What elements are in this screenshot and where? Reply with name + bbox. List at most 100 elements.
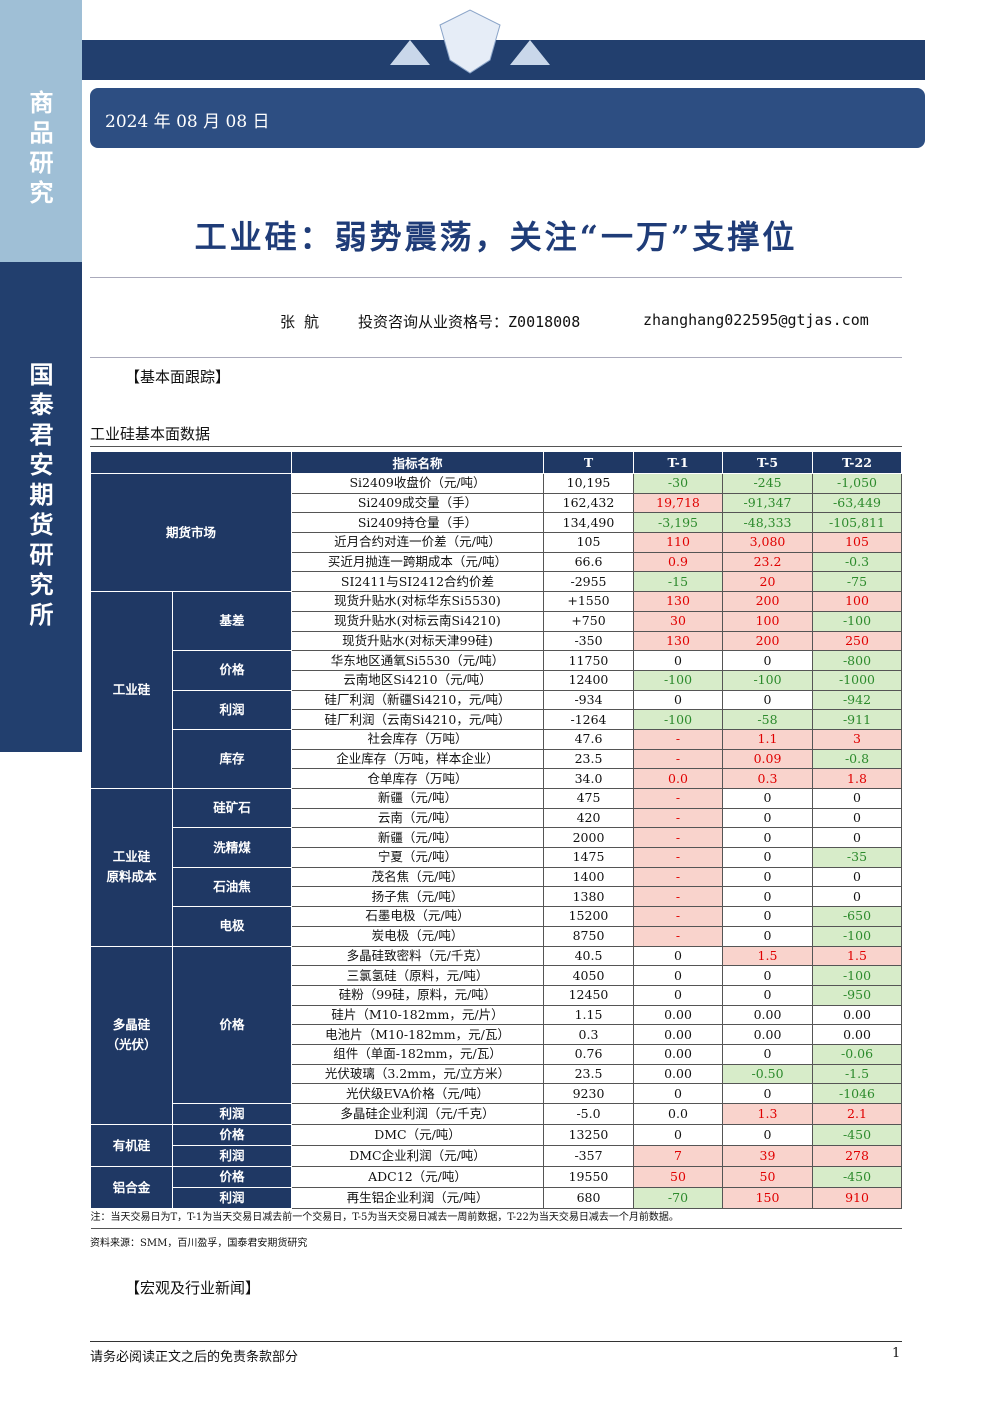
value-cell: 0 (722, 847, 813, 868)
value-cell: -0.8 (812, 748, 902, 770)
group-label: 工业硅 原料成本 (90, 788, 173, 947)
value-cell: -100 (722, 669, 813, 691)
value-cell: 0 (722, 984, 813, 1006)
value-cell: -35 (812, 847, 902, 868)
value-cell: 420 (543, 807, 634, 829)
value-cell: 0 (722, 827, 813, 849)
data-row: 利润 硅厂利润（新疆Si4210，元/吨） -934 0 0 -942 (91, 689, 902, 730)
group-label: 多晶硅 （光伏） (90, 945, 173, 1125)
value-cell: -450 (812, 1124, 902, 1146)
note: 注：当天交易日为T，T-1为当天交易日减去前一个交易日，T-5为当天交易日减去一… (90, 1208, 902, 1229)
value-cell: 0 (722, 1043, 813, 1065)
value-cell: 0.0 (633, 768, 723, 789)
sidebar-bottom-text: 国泰君安期货研究所 (25, 362, 54, 632)
value-cell: 0.00 (633, 1024, 723, 1045)
date-box (90, 88, 925, 148)
indicator-name: 硅粉（99硅，原料，元/吨） (291, 984, 544, 1006)
value-cell: - (633, 906, 723, 927)
value-cell: -30 (633, 473, 723, 494)
rule (90, 446, 902, 447)
value-cell: 12450 (543, 984, 634, 1006)
value-cell: -105,811 (812, 512, 902, 534)
indicator-name: 组件（单面-182mm，元/瓦） (291, 1043, 544, 1065)
value-cell: -350 (543, 630, 634, 652)
value-cell: 0 (633, 984, 723, 1006)
value-cell: 0 (633, 965, 723, 986)
value-cell: 0.00 (722, 1004, 813, 1026)
value-cell: 162,432 (543, 492, 634, 514)
value-cell: 0 (722, 965, 813, 986)
value-cell: -1.5 (812, 1063, 902, 1085)
value-cell: -934 (543, 689, 634, 711)
value-cell: 278 (812, 1145, 902, 1167)
value-cell: -1264 (543, 709, 634, 730)
indicator-name: 现货升贴水(对标天津99硅) (291, 630, 544, 652)
data-row: 买近月抛连一跨期成本（元/吨） 66.6 0.9 23.2 -0.3 (91, 551, 902, 573)
value-cell: - (633, 827, 723, 849)
value-cell: 1.15 (543, 1004, 634, 1026)
indicator-name: ADC12（元/吨） (291, 1166, 544, 1188)
indicator-name: SI2411与SI2412合约价差 (291, 571, 544, 593)
data-row: 有机硅 价格 DMC（元/吨） 13250 0 0 -450 (90, 1124, 902, 1167)
value-cell: 11750 (543, 650, 634, 671)
data-row: 硅片（M10-182mm，元/片） 1.15 0.00 0.00 0.00 (91, 1004, 902, 1026)
subgroup-label: 利润 (172, 1145, 292, 1167)
value-cell: 0.00 (812, 1024, 902, 1045)
indicator-name: 社会库存（万吨） (291, 728, 544, 750)
value-cell: -91,347 (722, 492, 813, 514)
value-cell: -800 (812, 650, 902, 671)
section-heading: 【基本面跟踪】 (125, 368, 231, 386)
value-cell: 23.2 (722, 551, 813, 573)
value-cell: 2000 (543, 827, 634, 849)
value-cell: 200 (722, 630, 813, 652)
value-cell: 130 (633, 591, 723, 612)
value-cell: 0 (722, 807, 813, 829)
value-cell: -357 (543, 1145, 634, 1167)
indicator-name: 硅片（M10-182mm，元/片） (291, 1004, 544, 1026)
value-cell: 0 (633, 650, 723, 671)
data-row: 扬子焦（元/吨） 1380-0 0 (91, 886, 902, 908)
subgroup-label: 利润 (172, 1187, 292, 1209)
date: 2024 年 08 月 08 日 (105, 112, 270, 132)
header-row: 指标名称 T T-1 T-5 T-22 (90, 451, 902, 474)
value-cell: 1.5 (722, 945, 813, 967)
value-cell: - (633, 748, 723, 770)
indicator-name: Si2409持仓量（手） (291, 512, 544, 534)
value-cell: 0 (812, 788, 902, 809)
value-cell: -1,050 (812, 473, 902, 494)
data-row: 仓单库存（万吨） 34.0 0.0 0.3 1.8 (91, 768, 902, 789)
value-cell: 0 (722, 886, 813, 908)
value-cell: 0.76 (543, 1043, 634, 1065)
value-cell: 134,490 (543, 512, 634, 534)
indicator-name: 硅厂利润（云南Si4210，元/吨） (291, 709, 544, 730)
subgroup-label: 利润 (172, 1103, 292, 1125)
rule (90, 1341, 902, 1342)
indicator-name: Si2409收盘价（元/吨） (291, 473, 544, 494)
value-cell: 0 (812, 827, 902, 849)
value-cell: 0 (633, 1124, 723, 1146)
value-cell: 13250 (543, 1124, 634, 1146)
indicator-name: 现货升贴水(对标华东Si5530) (291, 591, 544, 612)
value-cell: -100 (633, 709, 723, 730)
value-cell: 680 (543, 1187, 634, 1209)
data-row: 价格 华东地区通氧Si5530（元/吨） 11750 0 0 -800 (91, 650, 902, 691)
indicator-name: 炭电极（元/吨） (291, 925, 544, 947)
value-cell: 12400 (543, 669, 634, 691)
section-heading: 【宏观及行业新闻】 (125, 1279, 261, 1297)
subgroup-label: 洗精煤 (172, 827, 292, 868)
group-label: 有机硅 (90, 1124, 173, 1167)
header-cell: 指标名称 (291, 451, 544, 474)
data-row: 期货市场 Si2409收盘价（元/吨） 10,195 -30 -245 -1,050 (90, 472, 902, 593)
indicator-name: 三氯氢硅（原料，元/吨） (291, 965, 544, 986)
value-cell: 0 (722, 925, 813, 947)
sidebar-top-text: 商品研究 (25, 90, 54, 210)
indicator-name: 茂名焦（元/吨） (291, 866, 544, 888)
value-cell: - (633, 728, 723, 750)
indicator-name: DMC（元/吨） (291, 1124, 544, 1146)
data-row: 利润 多晶硅企业利润（元/千克） -5.0 0.0 1.3 2.1 (91, 1103, 902, 1125)
value-cell: 0 (722, 906, 813, 927)
value-cell: 0.00 (812, 1004, 902, 1026)
subgroup-label: 电极 (172, 906, 292, 947)
data-table: 指标名称 T T-1 T-5 T-22 期货市场 Si2409收盘价（元/吨） 10,195-… (90, 451, 902, 1229)
